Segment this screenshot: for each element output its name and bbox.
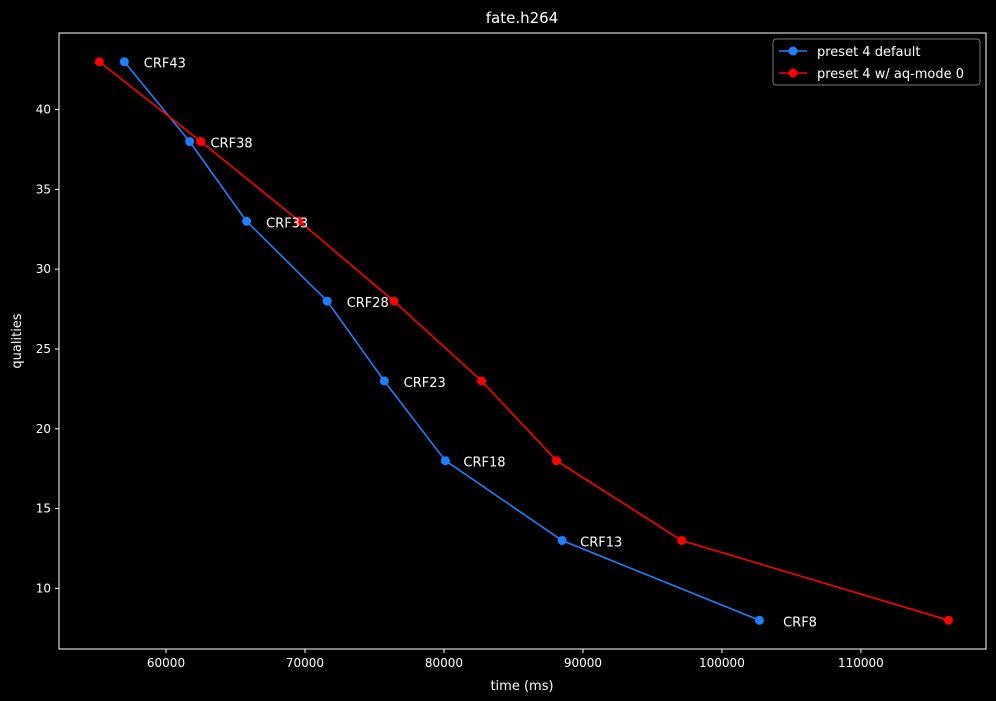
y-tick-label: 15 bbox=[36, 502, 51, 516]
series-layer bbox=[94, 57, 953, 625]
y-tick-label: 25 bbox=[36, 342, 51, 356]
legend-label: preset 4 w/ aq-mode 0 bbox=[817, 67, 964, 82]
data-point bbox=[943, 615, 953, 625]
x-tick-label: 80000 bbox=[425, 656, 463, 670]
data-point bbox=[557, 535, 567, 545]
legend-marker bbox=[788, 46, 798, 56]
legend-entry: preset 4 default bbox=[779, 45, 920, 60]
series-2 bbox=[94, 57, 953, 625]
series-line bbox=[98, 61, 949, 622]
y-tick-label: 35 bbox=[36, 182, 51, 196]
chart-title: fate.h264 bbox=[486, 9, 559, 27]
y-axis-label: qualities bbox=[10, 313, 25, 368]
annotation-layer: CRF43 CRF38 CRF33 CRF28 CRF23 CRF18 CRF13 CRF8 bbox=[144, 57, 817, 631]
crf-annotation: CRF33 bbox=[266, 216, 308, 231]
data-point bbox=[196, 137, 206, 147]
legend-label: preset 4 default bbox=[817, 45, 920, 60]
x-axis-label: time (ms) bbox=[490, 679, 553, 694]
data-point bbox=[754, 615, 764, 625]
data-point bbox=[94, 57, 104, 67]
crf-annotation: CRF13 bbox=[580, 535, 622, 550]
x-tick-label: 110000 bbox=[838, 656, 884, 670]
legend-items: preset 4 default preset 4 w/ aq-mode 0 bbox=[779, 45, 964, 82]
y-tick-label: 30 bbox=[36, 262, 51, 276]
data-point bbox=[185, 137, 195, 147]
legend: preset 4 default preset 4 w/ aq-mode 0 bbox=[772, 38, 981, 86]
x-tick-label: 100000 bbox=[699, 656, 745, 670]
series-line bbox=[123, 61, 760, 622]
crf-annotation: CRF8 bbox=[783, 615, 817, 630]
crf-annotation: CRF38 bbox=[210, 137, 252, 152]
data-point bbox=[477, 376, 487, 386]
data-point bbox=[440, 456, 450, 466]
data-point bbox=[242, 216, 252, 226]
legend-entry: preset 4 w/ aq-mode 0 bbox=[779, 67, 964, 82]
x-tick-label: 70000 bbox=[286, 656, 324, 670]
data-point bbox=[322, 296, 332, 306]
crf-annotation: CRF43 bbox=[144, 57, 186, 72]
y-tick-label: 10 bbox=[36, 581, 51, 595]
data-point bbox=[294, 216, 304, 226]
data-point bbox=[389, 296, 399, 306]
axes: 60000 70000 80000 90000 100000 110000 10 15 20 2… bbox=[36, 32, 987, 670]
data-point bbox=[119, 57, 129, 67]
data-point bbox=[677, 535, 687, 545]
data-point bbox=[552, 456, 562, 466]
y-ticks: 10 15 20 25 30 35 40 bbox=[36, 103, 59, 595]
legend-box bbox=[772, 38, 981, 86]
crf-annotation: CRF18 bbox=[463, 456, 505, 471]
series-1 bbox=[119, 57, 764, 625]
legend-marker bbox=[788, 68, 798, 78]
x-tick-label: 60000 bbox=[147, 656, 185, 670]
x-ticks: 60000 70000 80000 90000 100000 110000 bbox=[147, 649, 884, 670]
crf-annotation: CRF28 bbox=[347, 296, 389, 311]
y-tick-label: 20 bbox=[36, 422, 51, 436]
data-point bbox=[379, 376, 389, 386]
plot-frame bbox=[58, 32, 987, 650]
y-tick-label: 40 bbox=[36, 103, 51, 117]
crf-annotation: CRF23 bbox=[404, 376, 446, 391]
x-tick-label: 90000 bbox=[564, 656, 602, 670]
